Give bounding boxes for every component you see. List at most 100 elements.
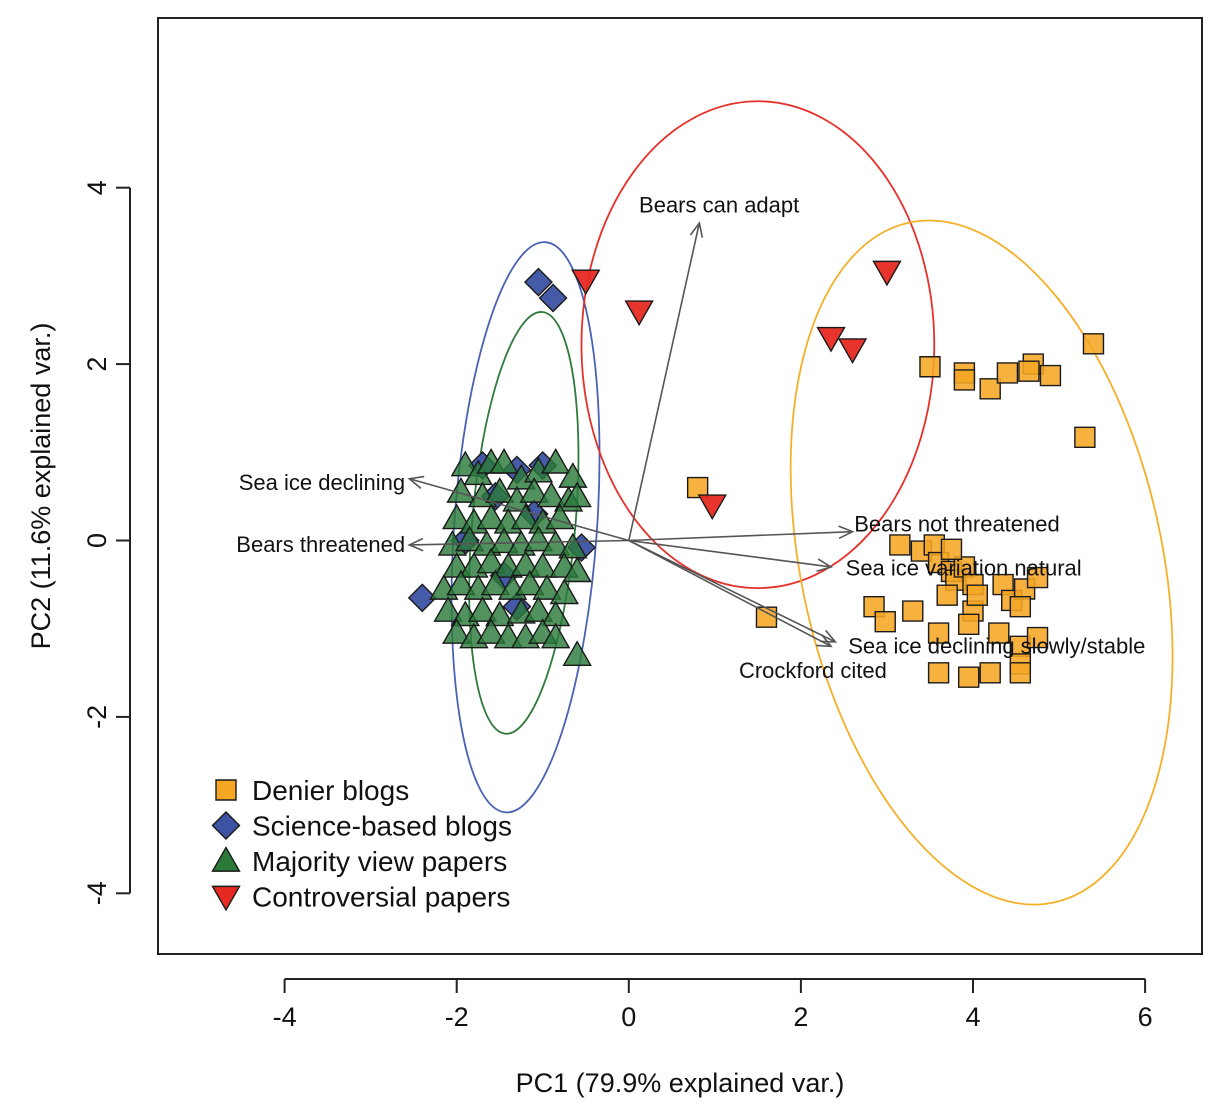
- data-point: [966, 584, 989, 606]
- loading-arrow: [409, 477, 630, 542]
- loading-label: Bears threatened: [236, 532, 405, 557]
- data-point: [515, 569, 545, 596]
- loading-arrows: Bears can adapt Sea ice declining Bears th…: [236, 192, 1145, 683]
- loading-arrowhead: [407, 475, 425, 489]
- data-point: [489, 447, 519, 474]
- confidence-ellipse: [789, 219, 1174, 906]
- data-point: [485, 477, 515, 503]
- loading-label: Sea ice variation natural: [846, 556, 1082, 581]
- data-point: [523, 596, 554, 622]
- data-point: [953, 369, 976, 391]
- y-tick-label: -2: [82, 705, 112, 729]
- data-point: [988, 622, 1010, 644]
- data-point: [454, 525, 485, 552]
- data-point: [919, 356, 941, 378]
- data-point: [476, 503, 506, 530]
- data-point: [927, 662, 950, 684]
- data-point: [1074, 426, 1096, 449]
- loading-label: Crockford cited: [739, 658, 887, 683]
- loading-arrow: [628, 530, 853, 542]
- data-point: [476, 618, 506, 644]
- data-point: [755, 606, 778, 628]
- data-point: [519, 477, 549, 503]
- data-point: [540, 529, 571, 556]
- data-point: [523, 267, 553, 297]
- loading-arrow: [628, 539, 832, 568]
- data-point: [979, 378, 1001, 400]
- data-point: [558, 462, 588, 488]
- legend-marker: [215, 779, 237, 801]
- data-point: [441, 503, 472, 530]
- data-point: [1026, 626, 1049, 649]
- data-point: [528, 552, 558, 578]
- data-point: [697, 494, 727, 521]
- data-point: [927, 622, 950, 644]
- loading-arrow: [628, 539, 836, 643]
- legend-marker: [211, 885, 241, 912]
- series-denier-blogs: [686, 333, 1105, 688]
- data-point: [936, 584, 958, 606]
- loading-label: Bears can adapt: [639, 192, 799, 217]
- x-tick-label: -4: [273, 1002, 297, 1032]
- data-point: [446, 569, 476, 596]
- data-point: [874, 610, 896, 633]
- data-point: [476, 547, 506, 574]
- data-point: [540, 447, 571, 474]
- loading-arrowhead: [816, 558, 833, 573]
- data-point: [441, 618, 472, 644]
- y-tick-label: 2: [82, 357, 112, 372]
- y-axis-title: PC2 (11.6% explained var.): [26, 323, 56, 650]
- data-point: [979, 662, 1001, 684]
- x-tick-label: 6: [1138, 1002, 1153, 1032]
- legend-label: Majority view papers: [252, 846, 507, 877]
- data-point: [450, 450, 481, 477]
- data-point: [1082, 333, 1105, 355]
- legend-label: Science-based blogs: [252, 811, 512, 842]
- loading-arrowhead: [407, 537, 424, 552]
- x-tick-label: 0: [621, 1002, 636, 1032]
- series-majority-view-papers: [429, 447, 592, 666]
- data-point: [480, 569, 511, 596]
- loading-arrowhead: [815, 634, 833, 648]
- data-point: [407, 583, 437, 613]
- data-point: [902, 600, 924, 622]
- confidence-ellipses: [450, 100, 1174, 906]
- x-tick-label: -2: [445, 1002, 469, 1032]
- confidence-ellipse: [580, 100, 936, 590]
- data-point: [510, 503, 541, 530]
- legend-label: Denier blogs: [252, 775, 409, 806]
- data-point: [489, 527, 519, 554]
- data-point: [538, 283, 568, 313]
- y-tick-label: -4: [82, 881, 112, 905]
- data-point: [562, 481, 592, 508]
- y-tick-label: 0: [82, 533, 112, 548]
- data-point: [872, 260, 902, 287]
- data-point: [1026, 566, 1049, 589]
- series-controversial-papers: [571, 260, 902, 521]
- data-point: [1039, 364, 1062, 387]
- loading-arrowhead: [838, 525, 855, 540]
- axes: -4 -2 0 2 4 6 -4 -2 0 2 4: [82, 180, 1153, 1032]
- loading-arrowhead: [689, 221, 704, 238]
- legend-marker: [211, 811, 241, 840]
- data-point: [523, 525, 554, 552]
- loading-label: Sea ice declining: [239, 470, 405, 495]
- data-point: [485, 600, 515, 627]
- data-point: [816, 326, 846, 353]
- data-points: [407, 260, 1105, 688]
- data-point: [571, 269, 601, 296]
- x-tick-label: 4: [965, 1002, 980, 1032]
- data-point: [624, 300, 654, 327]
- legend-label: Controversial papers: [252, 882, 510, 913]
- data-point: [558, 532, 588, 559]
- data-point: [1018, 360, 1040, 382]
- plot-frame: [157, 17, 1203, 955]
- loading-label: Sea ice declining slowly/stable: [848, 633, 1145, 658]
- y-tick-label: 4: [82, 180, 112, 195]
- data-point: [532, 574, 562, 600]
- data-point: [940, 538, 963, 561]
- data-point: [562, 556, 592, 583]
- data-point: [446, 477, 476, 503]
- legend: Denier blogs Science-based blogs Majority …: [211, 775, 512, 913]
